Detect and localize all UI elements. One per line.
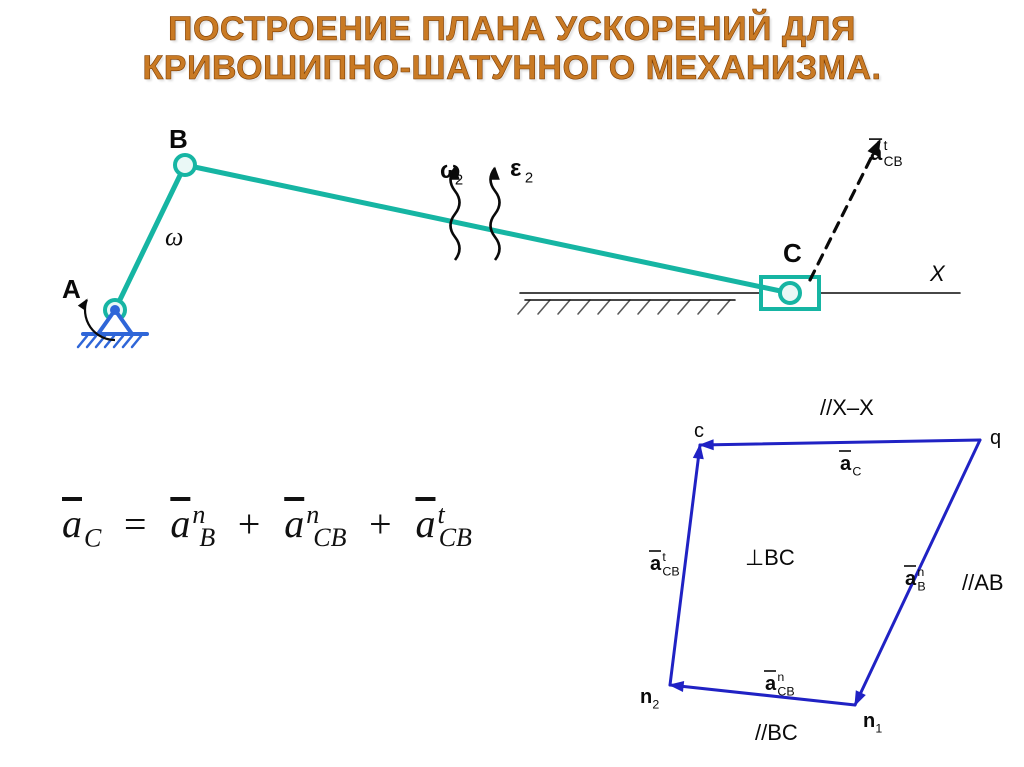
svg-text://AB: //AB bbox=[962, 570, 1004, 595]
svg-text:c: c bbox=[694, 420, 704, 442]
svg-text:a: a bbox=[650, 553, 662, 575]
svg-text://X–X: //X–X bbox=[820, 395, 874, 420]
svg-text:a: a bbox=[905, 568, 917, 590]
acceleration-plan: qcn1n2aCanBanCBatCB//X–X//AB//BC⊥BC bbox=[0, 0, 1024, 767]
svg-text:1: 1 bbox=[875, 722, 882, 736]
svg-text:t: t bbox=[662, 550, 666, 564]
svg-text:n: n bbox=[917, 565, 924, 579]
svg-text:B: B bbox=[917, 580, 925, 594]
svg-text:C: C bbox=[852, 465, 861, 479]
svg-text:n: n bbox=[640, 686, 652, 708]
svg-text:q: q bbox=[990, 427, 1001, 449]
svg-text:CB: CB bbox=[662, 565, 679, 579]
svg-text:2: 2 bbox=[652, 698, 659, 712]
svg-text:⊥BC: ⊥BC bbox=[745, 545, 795, 570]
svg-text:a: a bbox=[765, 673, 777, 695]
svg-text:n: n bbox=[777, 670, 784, 684]
svg-text:n: n bbox=[863, 710, 875, 732]
svg-text://BC: //BC bbox=[755, 720, 798, 745]
equation: aC = anB + anCB + atCB bbox=[60, 500, 472, 553]
svg-text:CB: CB bbox=[777, 685, 794, 699]
svg-text:a: a bbox=[840, 453, 852, 475]
